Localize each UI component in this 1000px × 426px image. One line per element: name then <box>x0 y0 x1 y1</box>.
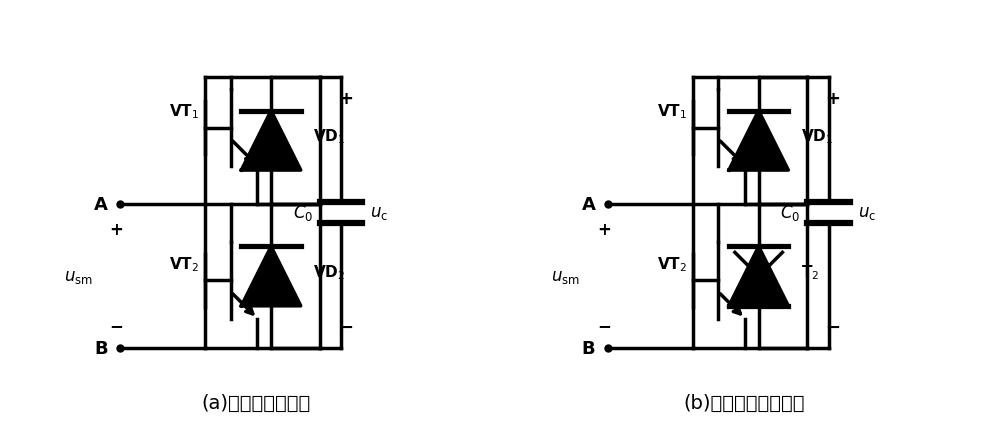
Text: +: + <box>109 221 123 239</box>
Polygon shape <box>241 247 301 306</box>
Text: $C_0$: $C_0$ <box>293 203 313 223</box>
Polygon shape <box>729 247 788 306</box>
Text: VT$_2$: VT$_2$ <box>657 254 687 273</box>
Text: B: B <box>582 340 595 357</box>
Text: −: − <box>338 318 353 336</box>
Text: A: A <box>94 196 108 213</box>
Text: +: + <box>338 90 353 108</box>
Text: +: + <box>825 90 840 108</box>
Text: VT$_2$: VT$_2$ <box>169 254 199 273</box>
Text: VD$_1$: VD$_1$ <box>801 127 833 146</box>
Text: VT$_1$: VT$_1$ <box>657 102 687 121</box>
Text: $u_{\rm c}$: $u_{\rm c}$ <box>858 204 876 222</box>
Text: (b)改进型子模块拓扑: (b)改进型子模块拓扑 <box>683 393 805 412</box>
Text: A: A <box>581 196 595 213</box>
Polygon shape <box>729 112 788 171</box>
Text: +: + <box>597 221 611 239</box>
Text: −: − <box>597 316 611 334</box>
Text: (a)半桥子模块拓扑: (a)半桥子模块拓扑 <box>202 393 311 412</box>
Text: $u_{\rm sm}$: $u_{\rm sm}$ <box>64 268 93 285</box>
Polygon shape <box>241 112 301 171</box>
Text: −: − <box>109 316 123 334</box>
Text: $C_0$: $C_0$ <box>780 203 801 223</box>
Text: B: B <box>94 340 108 357</box>
Text: $u_{\rm c}$: $u_{\rm c}$ <box>370 204 388 222</box>
Text: VD$_2$: VD$_2$ <box>313 263 346 282</box>
Text: $u_{\rm sm}$: $u_{\rm sm}$ <box>551 268 580 285</box>
Text: −: − <box>825 318 840 336</box>
Text: T$_2$: T$_2$ <box>801 263 819 282</box>
Text: VT$_1$: VT$_1$ <box>169 102 199 121</box>
Text: VD$_1$: VD$_1$ <box>313 127 346 146</box>
